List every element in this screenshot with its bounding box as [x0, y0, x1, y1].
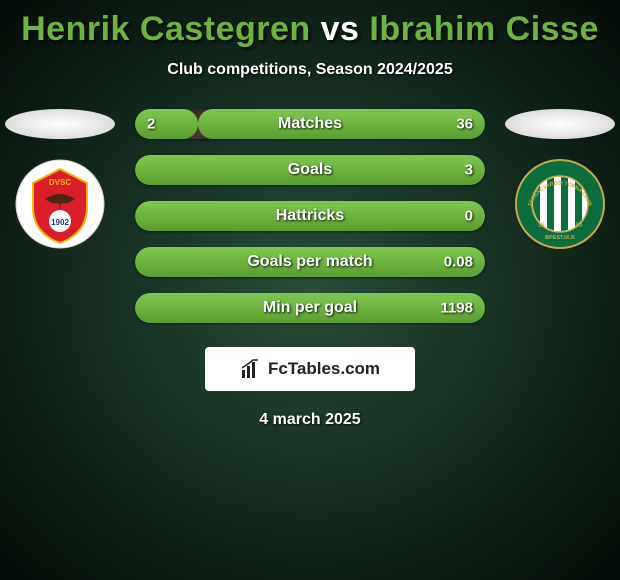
left-club-logo: DVSC 1902 — [15, 159, 105, 249]
comparison-title: Henrik Castegren vs Ibrahim Cisse — [0, 0, 620, 49]
svg-text:99: 99 — [576, 223, 583, 229]
stat-label: Goals per match — [135, 253, 485, 271]
stat-value-right: 0.08 — [444, 254, 473, 271]
stat-label: Min per goal — [135, 299, 485, 317]
stat-label: Hattricks — [135, 207, 485, 225]
svg-text:1902: 1902 — [51, 218, 69, 227]
branding-box: FcTables.com — [205, 347, 415, 391]
left-player-photo-placeholder — [5, 109, 115, 139]
stat-bar: Goals per match0.08 — [135, 247, 485, 277]
svg-text:18: 18 — [538, 223, 545, 229]
stat-label: Goals — [135, 161, 485, 179]
stat-bar: Goals3 — [135, 155, 485, 185]
date-text: 4 march 2025 — [0, 411, 620, 429]
left-player-column: DVSC 1902 — [0, 109, 120, 249]
stat-bars: 2Matches36 Goals3 Hattricks0 Goals per matc… — [135, 109, 485, 323]
player1-name: Henrik Castegren — [21, 10, 311, 48]
stat-bar: Hattricks0 — [135, 201, 485, 231]
player2-name: Ibrahim Cisse — [369, 10, 598, 48]
stat-value-right: 3 — [465, 162, 473, 179]
stat-bar: Min per goal1198 — [135, 293, 485, 323]
chart-icon — [240, 358, 262, 380]
stat-value-right: 1198 — [440, 300, 473, 317]
svg-text:BPEST.IX.K: BPEST.IX.K — [545, 235, 575, 241]
content-area: DVSC 1902 FERENCVAROSI — [0, 109, 620, 323]
right-player-photo-placeholder — [505, 109, 615, 139]
stat-value-right: 36 — [456, 116, 473, 133]
right-club-logo: FERENCVAROSI TORNA CLUB BPEST.IX.K 18 99 — [515, 159, 605, 249]
svg-text:DVSC: DVSC — [49, 178, 71, 187]
subtitle: Club competitions, Season 2024/2025 — [0, 61, 620, 79]
vs-text: vs — [321, 10, 360, 48]
stat-bar: 2Matches36 — [135, 109, 485, 139]
branding-text: FcTables.com — [268, 359, 380, 379]
right-player-column: FERENCVAROSI TORNA CLUB BPEST.IX.K 18 99 — [500, 109, 620, 249]
stat-label: Matches — [135, 115, 485, 133]
stat-value-right: 0 — [465, 208, 473, 225]
